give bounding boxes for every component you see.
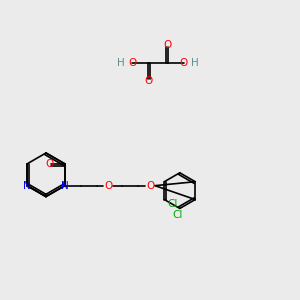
Text: N: N (61, 181, 69, 191)
Text: O: O (144, 76, 152, 85)
Text: H: H (191, 58, 199, 68)
Text: O: O (46, 159, 54, 169)
Text: H: H (117, 58, 125, 68)
Text: N: N (23, 181, 31, 191)
Text: O: O (146, 181, 154, 191)
Text: O: O (104, 181, 112, 191)
Text: Cl: Cl (172, 210, 183, 220)
Text: Cl: Cl (167, 200, 177, 209)
Text: O: O (128, 58, 136, 68)
Text: O: O (164, 40, 172, 50)
Text: O: O (180, 58, 188, 68)
